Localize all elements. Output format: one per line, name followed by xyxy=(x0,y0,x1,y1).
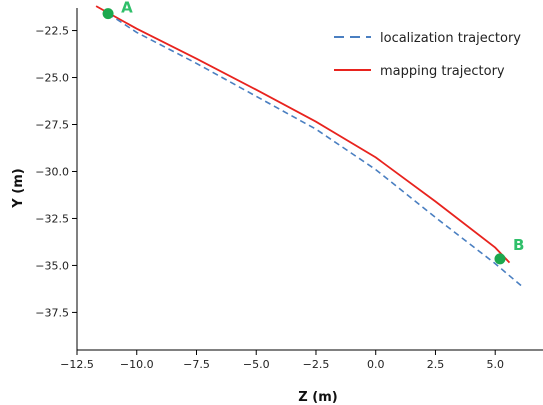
x-tick-label: −12.5 xyxy=(60,358,94,371)
axes: −12.5 −10.0 −7.5 −5.0 −2.5 0.0 2.5 5.0 −22.5 −25.… xyxy=(35,8,543,371)
y-tick-label: −37.5 xyxy=(35,306,69,319)
marker-point-a xyxy=(102,8,114,20)
x-tick-label: −7.5 xyxy=(183,358,210,371)
x-tick-label: 0.0 xyxy=(367,358,385,371)
y-tick-label: −35.0 xyxy=(35,259,69,272)
x-tick-label: −10.0 xyxy=(120,358,154,371)
mapping-trajectory-line xyxy=(95,5,511,264)
legend-label-localization: localization trajectory xyxy=(380,31,521,46)
y-tick-label: −25.0 xyxy=(35,72,69,85)
x-axis-title: Z (m) xyxy=(298,390,337,405)
y-tick-label: −22.5 xyxy=(35,25,69,38)
x-tick-label: −5.0 xyxy=(243,358,270,371)
marker-label-a: A xyxy=(121,0,133,17)
y-tick-label: −32.5 xyxy=(35,212,69,225)
legend: localization trajectory mapping trajecto… xyxy=(334,31,521,79)
y-tick-label: −27.5 xyxy=(35,119,69,132)
legend-label-mapping: mapping trajectory xyxy=(380,64,505,79)
marker-point-b xyxy=(494,253,506,265)
y-axis-title: Y (m) xyxy=(11,168,26,208)
y-tick-label: −30.0 xyxy=(35,165,69,178)
marker-label-b: B xyxy=(513,236,524,254)
x-tick-label: −2.5 xyxy=(303,358,330,371)
plot-area: AB xyxy=(95,0,525,289)
localization-trajectory-line xyxy=(107,12,525,289)
x-tick-label: 2.5 xyxy=(427,358,445,371)
x-tick-label: 5.0 xyxy=(486,358,504,371)
